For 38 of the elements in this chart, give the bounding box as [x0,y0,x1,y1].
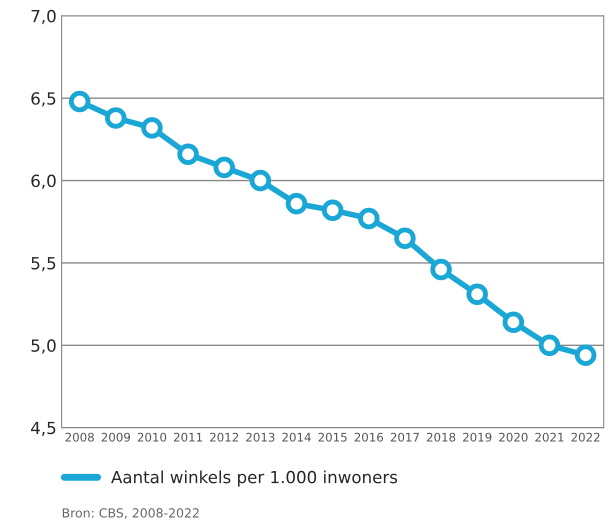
point [213,156,235,178]
y-tick-label: 5,0 [32,339,56,354]
x-tick-label: 2016 [354,432,384,442]
point [466,283,488,306]
point [574,344,596,366]
point [322,199,344,221]
x-tick-label: 2022 [571,432,600,442]
x-tick-label: 2009 [102,432,130,442]
point [141,117,163,139]
text: Bron: CBS, 2008-2022 [62,508,199,519]
x-tick-label: 2015 [318,432,347,442]
x-tick-label: 2014 [282,432,311,442]
y-tick-label: 4,5 [31,422,56,436]
point [250,170,272,192]
point [286,192,308,214]
x-tick-label: 2020 [499,432,528,442]
y-tick-label: 7,0 [32,10,56,24]
x-tick-label: 2021 [535,432,564,442]
x-tick-label: 2010 [138,432,166,442]
x-tick-label: 2008 [66,432,94,442]
point [502,311,524,334]
point [538,334,560,356]
x-tick-label: 2013 [246,432,274,442]
legend-label: Aantal winkels per 1.000 inwoners [111,470,398,487]
point [394,227,416,249]
point [358,208,380,230]
x-tick-label: 2018 [426,432,456,442]
y-tick-label: 5,5 [32,257,56,272]
y-tick-label: 6,5 [31,92,56,106]
point [105,107,127,129]
x-tick-label: 2012 [210,432,238,442]
point [68,90,90,112]
x-tick-label: 2019 [463,432,492,442]
point [430,258,452,280]
x-tick-label: 2011 [174,432,202,442]
x-tick-label: 2017 [390,432,419,442]
point [177,143,199,165]
y-tick-label: 6,0 [31,174,56,189]
